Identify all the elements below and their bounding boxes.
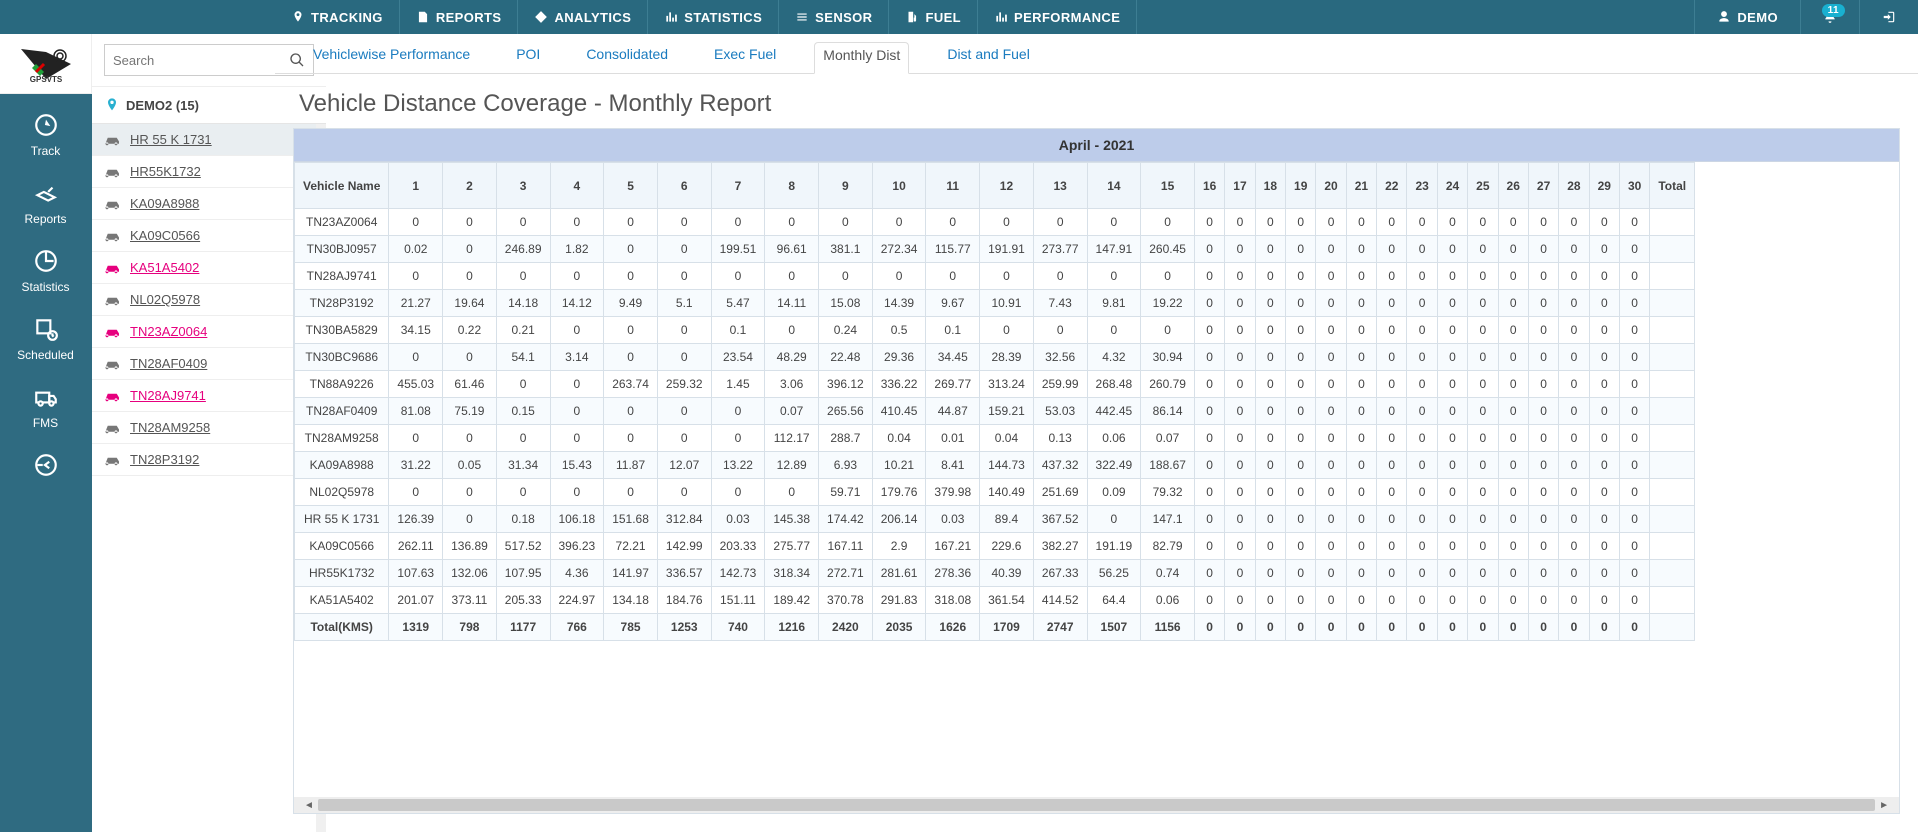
table-row: HR 55 K 1731126.3900.18106.18151.68312.8…	[295, 506, 1695, 533]
distance-table: Vehicle Name1234567891011121314151617181…	[294, 162, 1695, 641]
col-day: 12	[980, 163, 1034, 209]
rail-scheduled[interactable]: Scheduled	[0, 304, 92, 372]
col-day: 6	[657, 163, 711, 209]
nav-fuel[interactable]: FUEL	[889, 0, 978, 34]
table-scroll[interactable]: Vehicle Name1234567891011121314151617181…	[294, 162, 1899, 797]
topnav: TRACKINGREPORTSANALYTICSSTATISTICSSENSOR…	[275, 0, 1694, 34]
col-day: 26	[1498, 163, 1528, 209]
page-title: Vehicle Distance Coverage - Monthly Repo…	[275, 74, 1918, 128]
table-row: TN88A9226455.0361.4600263.74259.321.453.…	[295, 371, 1695, 398]
col-day: 20	[1316, 163, 1346, 209]
nav-statistics[interactable]: STATISTICS	[648, 0, 779, 34]
subtab-vehiclewise-performance[interactable]: Vehiclewise Performance	[305, 42, 478, 73]
col-day: 10	[872, 163, 926, 209]
table-row: TN23AZ0064000000000000000000000000000000	[295, 209, 1695, 236]
col-day: 11	[926, 163, 980, 209]
subtab-poi[interactable]: POI	[508, 42, 548, 73]
month-header: April - 2021	[294, 129, 1899, 162]
col-day: 5	[604, 163, 658, 209]
col-day: 21	[1346, 163, 1376, 209]
col-day: 27	[1528, 163, 1558, 209]
scroll-track[interactable]	[318, 799, 1875, 811]
nav-analytics[interactable]: ANALYTICS	[518, 0, 648, 34]
table-row: TN30BA582934.150.220.210000.100.240.50.1…	[295, 317, 1695, 344]
notifications-button[interactable]: 11	[1800, 0, 1859, 34]
table-row: TN30BJ09570.020246.891.8200199.5196.6138…	[295, 236, 1695, 263]
nav-performance[interactable]: PERFORMANCE	[978, 0, 1137, 34]
col-day: 17	[1225, 163, 1255, 209]
col-day: 29	[1589, 163, 1619, 209]
col-day: 7	[711, 163, 765, 209]
search-input[interactable]	[113, 53, 289, 68]
subtab-consolidated[interactable]: Consolidated	[578, 42, 676, 73]
col-day: 4	[550, 163, 604, 209]
col-total: Total	[1650, 163, 1695, 209]
rail-fms[interactable]: FMS	[0, 372, 92, 440]
scroll-left-arrow[interactable]: ◄	[300, 800, 318, 811]
col-day: 19	[1286, 163, 1316, 209]
left-rail: GPSVTS TrackReportsStatisticsScheduledFM…	[0, 34, 92, 832]
col-day: 8	[765, 163, 819, 209]
subtab-monthly-dist[interactable]: Monthly Dist	[814, 42, 909, 74]
rail-statistics[interactable]: Statistics	[0, 236, 92, 304]
notification-badge: 11	[1822, 4, 1845, 17]
group-label: DEMO2 (15)	[126, 98, 199, 113]
pin-icon	[104, 97, 120, 113]
col-day: 1	[389, 163, 443, 209]
gpsvts-logo-icon: GPSVTS	[16, 44, 76, 84]
table-row: KA51A5402201.07373.11205.33224.97134.181…	[295, 587, 1695, 614]
report-table-container: April - 2021 Vehicle Name123456789101112…	[293, 128, 1900, 814]
subtab-dist-and-fuel[interactable]: Dist and Fuel	[939, 42, 1037, 73]
table-row: TN28AJ9741000000000000000000000000000000	[295, 263, 1695, 290]
topbar: TRACKINGREPORTSANALYTICSSTATISTICSSENSOR…	[0, 0, 1918, 34]
table-row: KA09A898831.220.0531.3415.4311.8712.0713…	[295, 452, 1695, 479]
table-row: KA09C0566262.11136.89517.52396.2372.2114…	[295, 533, 1695, 560]
app-logo[interactable]: GPSVTS	[0, 34, 92, 94]
rail-track[interactable]: Track	[0, 100, 92, 168]
nav-tracking[interactable]: TRACKING	[275, 0, 400, 34]
col-day: 16	[1194, 163, 1224, 209]
table-row: TN28AF040981.0875.190.1500000.07265.5641…	[295, 398, 1695, 425]
user-label: DEMO	[1737, 10, 1778, 25]
total-row: Total(KMS)131979811777667851253740121624…	[295, 614, 1695, 641]
table-row: NL02Q59780000000059.71179.76379.98140.49…	[295, 479, 1695, 506]
rail-reports[interactable]: Reports	[0, 168, 92, 236]
col-day: 25	[1468, 163, 1498, 209]
topbar-spacer	[0, 0, 275, 34]
col-day: 3	[496, 163, 550, 209]
svg-text:GPSVTS: GPSVTS	[29, 75, 62, 84]
nav-sensor[interactable]: SENSOR	[779, 0, 889, 34]
logout-icon	[1882, 10, 1896, 24]
col-day: 15	[1141, 163, 1195, 209]
rail-logout[interactable]	[0, 440, 92, 494]
topnav-right: DEMO 11	[1694, 0, 1918, 34]
col-day: 14	[1087, 163, 1141, 209]
logout-button[interactable]	[1859, 0, 1918, 34]
col-day: 18	[1255, 163, 1285, 209]
col-day: 24	[1437, 163, 1467, 209]
table-row: TN30BC96860054.13.140023.5448.2922.4829.…	[295, 344, 1695, 371]
col-day: 30	[1619, 163, 1649, 209]
scroll-right-arrow[interactable]: ►	[1875, 800, 1893, 811]
col-vehicle-name: Vehicle Name	[295, 163, 389, 209]
col-day: 22	[1377, 163, 1407, 209]
table-row: TN28AM92580000000112.17288.70.040.010.04…	[295, 425, 1695, 452]
nav-reports[interactable]: REPORTS	[400, 0, 519, 34]
main-content: Vehiclewise Performance POI Consolidated Ex…	[275, 34, 1918, 832]
col-day: 9	[819, 163, 873, 209]
user-menu[interactable]: DEMO	[1694, 0, 1800, 34]
table-row: TN28P319221.2719.6414.1814.129.495.15.47…	[295, 290, 1695, 317]
col-day: 13	[1033, 163, 1087, 209]
subtab-exec-fuel[interactable]: Exec Fuel	[706, 42, 784, 73]
col-day: 28	[1559, 163, 1589, 209]
col-day: 2	[443, 163, 497, 209]
table-row: HR55K1732107.63132.06107.954.36141.97336…	[295, 560, 1695, 587]
sub-tabs: Vehiclewise Performance POI Consolidated Ex…	[275, 34, 1918, 74]
col-day: 23	[1407, 163, 1437, 209]
horizontal-scrollbar[interactable]: ◄ ►	[294, 797, 1899, 813]
